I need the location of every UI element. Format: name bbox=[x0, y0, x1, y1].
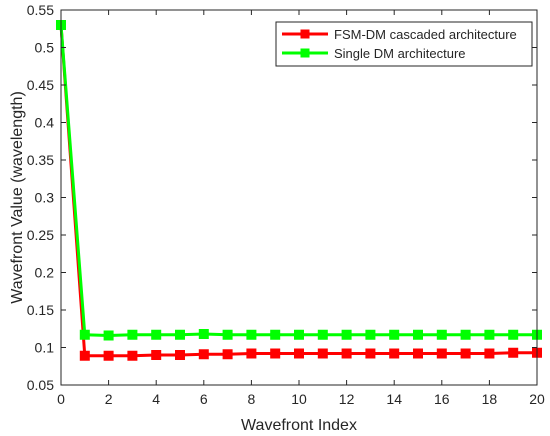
x-tick-label: 14 bbox=[386, 391, 402, 407]
y-tick-label: 0.5 bbox=[35, 40, 55, 56]
data-point bbox=[222, 329, 233, 340]
data-point bbox=[175, 329, 185, 340]
y-tick-label: 0.55 bbox=[27, 2, 54, 18]
data-point bbox=[317, 329, 328, 340]
data-point bbox=[341, 348, 352, 359]
series-layer bbox=[56, 20, 542, 361]
x-tick-label: 0 bbox=[57, 391, 65, 407]
data-point bbox=[103, 330, 114, 341]
data-point bbox=[79, 329, 90, 340]
data-point bbox=[246, 348, 257, 359]
data-point bbox=[317, 348, 328, 359]
y-tick-label: 0.35 bbox=[27, 152, 54, 168]
y-axis: 0.05 0.1 0.15 0.2 0.25 0.3 0.35 0.4 0.45 0.5 0.55 bbox=[27, 2, 537, 393]
y-tick-label: 0.05 bbox=[27, 377, 54, 393]
x-axis: 0 2 4 6 8 10 12 14 16 18 20 bbox=[57, 10, 545, 407]
legend-item: FSM-DM cascaded architecture bbox=[282, 27, 517, 42]
data-point bbox=[413, 348, 423, 359]
series-2 bbox=[56, 20, 542, 341]
data-point bbox=[508, 347, 519, 358]
data-point bbox=[294, 329, 304, 340]
data-point bbox=[294, 348, 304, 359]
y-tick-label: 0.4 bbox=[35, 115, 55, 131]
data-point bbox=[436, 348, 447, 359]
x-tick-label: 12 bbox=[339, 391, 355, 407]
x-tick-label: 2 bbox=[105, 391, 113, 407]
x-tick-label: 18 bbox=[482, 391, 498, 407]
legend-label: FSM-DM cascaded architecture bbox=[334, 27, 517, 42]
data-point bbox=[365, 329, 376, 340]
data-point bbox=[460, 348, 471, 359]
data-point bbox=[79, 350, 90, 361]
data-point bbox=[222, 349, 233, 360]
y-axis-title: Wavefront Value (wavelength) bbox=[9, 91, 26, 304]
legend-item: Single DM architecture bbox=[282, 46, 466, 61]
x-tick-label: 10 bbox=[291, 391, 307, 407]
data-point bbox=[436, 329, 447, 340]
y-tick-label: 0.45 bbox=[27, 77, 54, 93]
x-tick-label: 20 bbox=[529, 391, 545, 407]
data-point bbox=[389, 348, 400, 359]
data-point bbox=[365, 348, 376, 359]
x-tick-label: 6 bbox=[200, 391, 208, 407]
legend-box bbox=[275, 21, 533, 67]
series-1 bbox=[56, 20, 542, 361]
data-point bbox=[484, 329, 495, 340]
y-tick-label: 0.1 bbox=[35, 340, 55, 356]
data-point bbox=[246, 329, 257, 340]
x-tick-label: 4 bbox=[152, 391, 160, 407]
y-tick-label: 0.2 bbox=[35, 265, 55, 281]
data-point bbox=[270, 348, 281, 359]
data-point bbox=[389, 329, 400, 340]
y-tick-label: 0.15 bbox=[27, 302, 54, 318]
data-point bbox=[151, 329, 162, 340]
x-tick-label: 16 bbox=[434, 391, 450, 407]
data-point bbox=[484, 348, 495, 359]
data-point bbox=[103, 350, 114, 361]
data-point bbox=[508, 329, 519, 340]
data-point bbox=[151, 350, 162, 360]
legend: FSM-DM cascaded architecture Single DM ar… bbox=[275, 21, 533, 67]
data-point bbox=[175, 350, 185, 360]
legend-marker bbox=[300, 29, 310, 39]
legend-marker bbox=[300, 48, 310, 58]
data-point bbox=[127, 329, 138, 340]
y-tick-label: 0.3 bbox=[35, 190, 55, 206]
data-point bbox=[198, 349, 209, 360]
data-point bbox=[127, 350, 138, 361]
x-tick-label: 8 bbox=[248, 391, 256, 407]
x-axis-title: Wavefront Index bbox=[241, 417, 357, 434]
data-point bbox=[413, 329, 423, 340]
plot-area bbox=[61, 10, 537, 385]
data-point bbox=[270, 329, 281, 340]
data-point bbox=[460, 329, 471, 340]
data-point bbox=[198, 329, 209, 339]
legend-label: Single DM architecture bbox=[334, 46, 466, 61]
data-point bbox=[341, 329, 352, 340]
y-tick-label: 0.25 bbox=[27, 227, 54, 243]
